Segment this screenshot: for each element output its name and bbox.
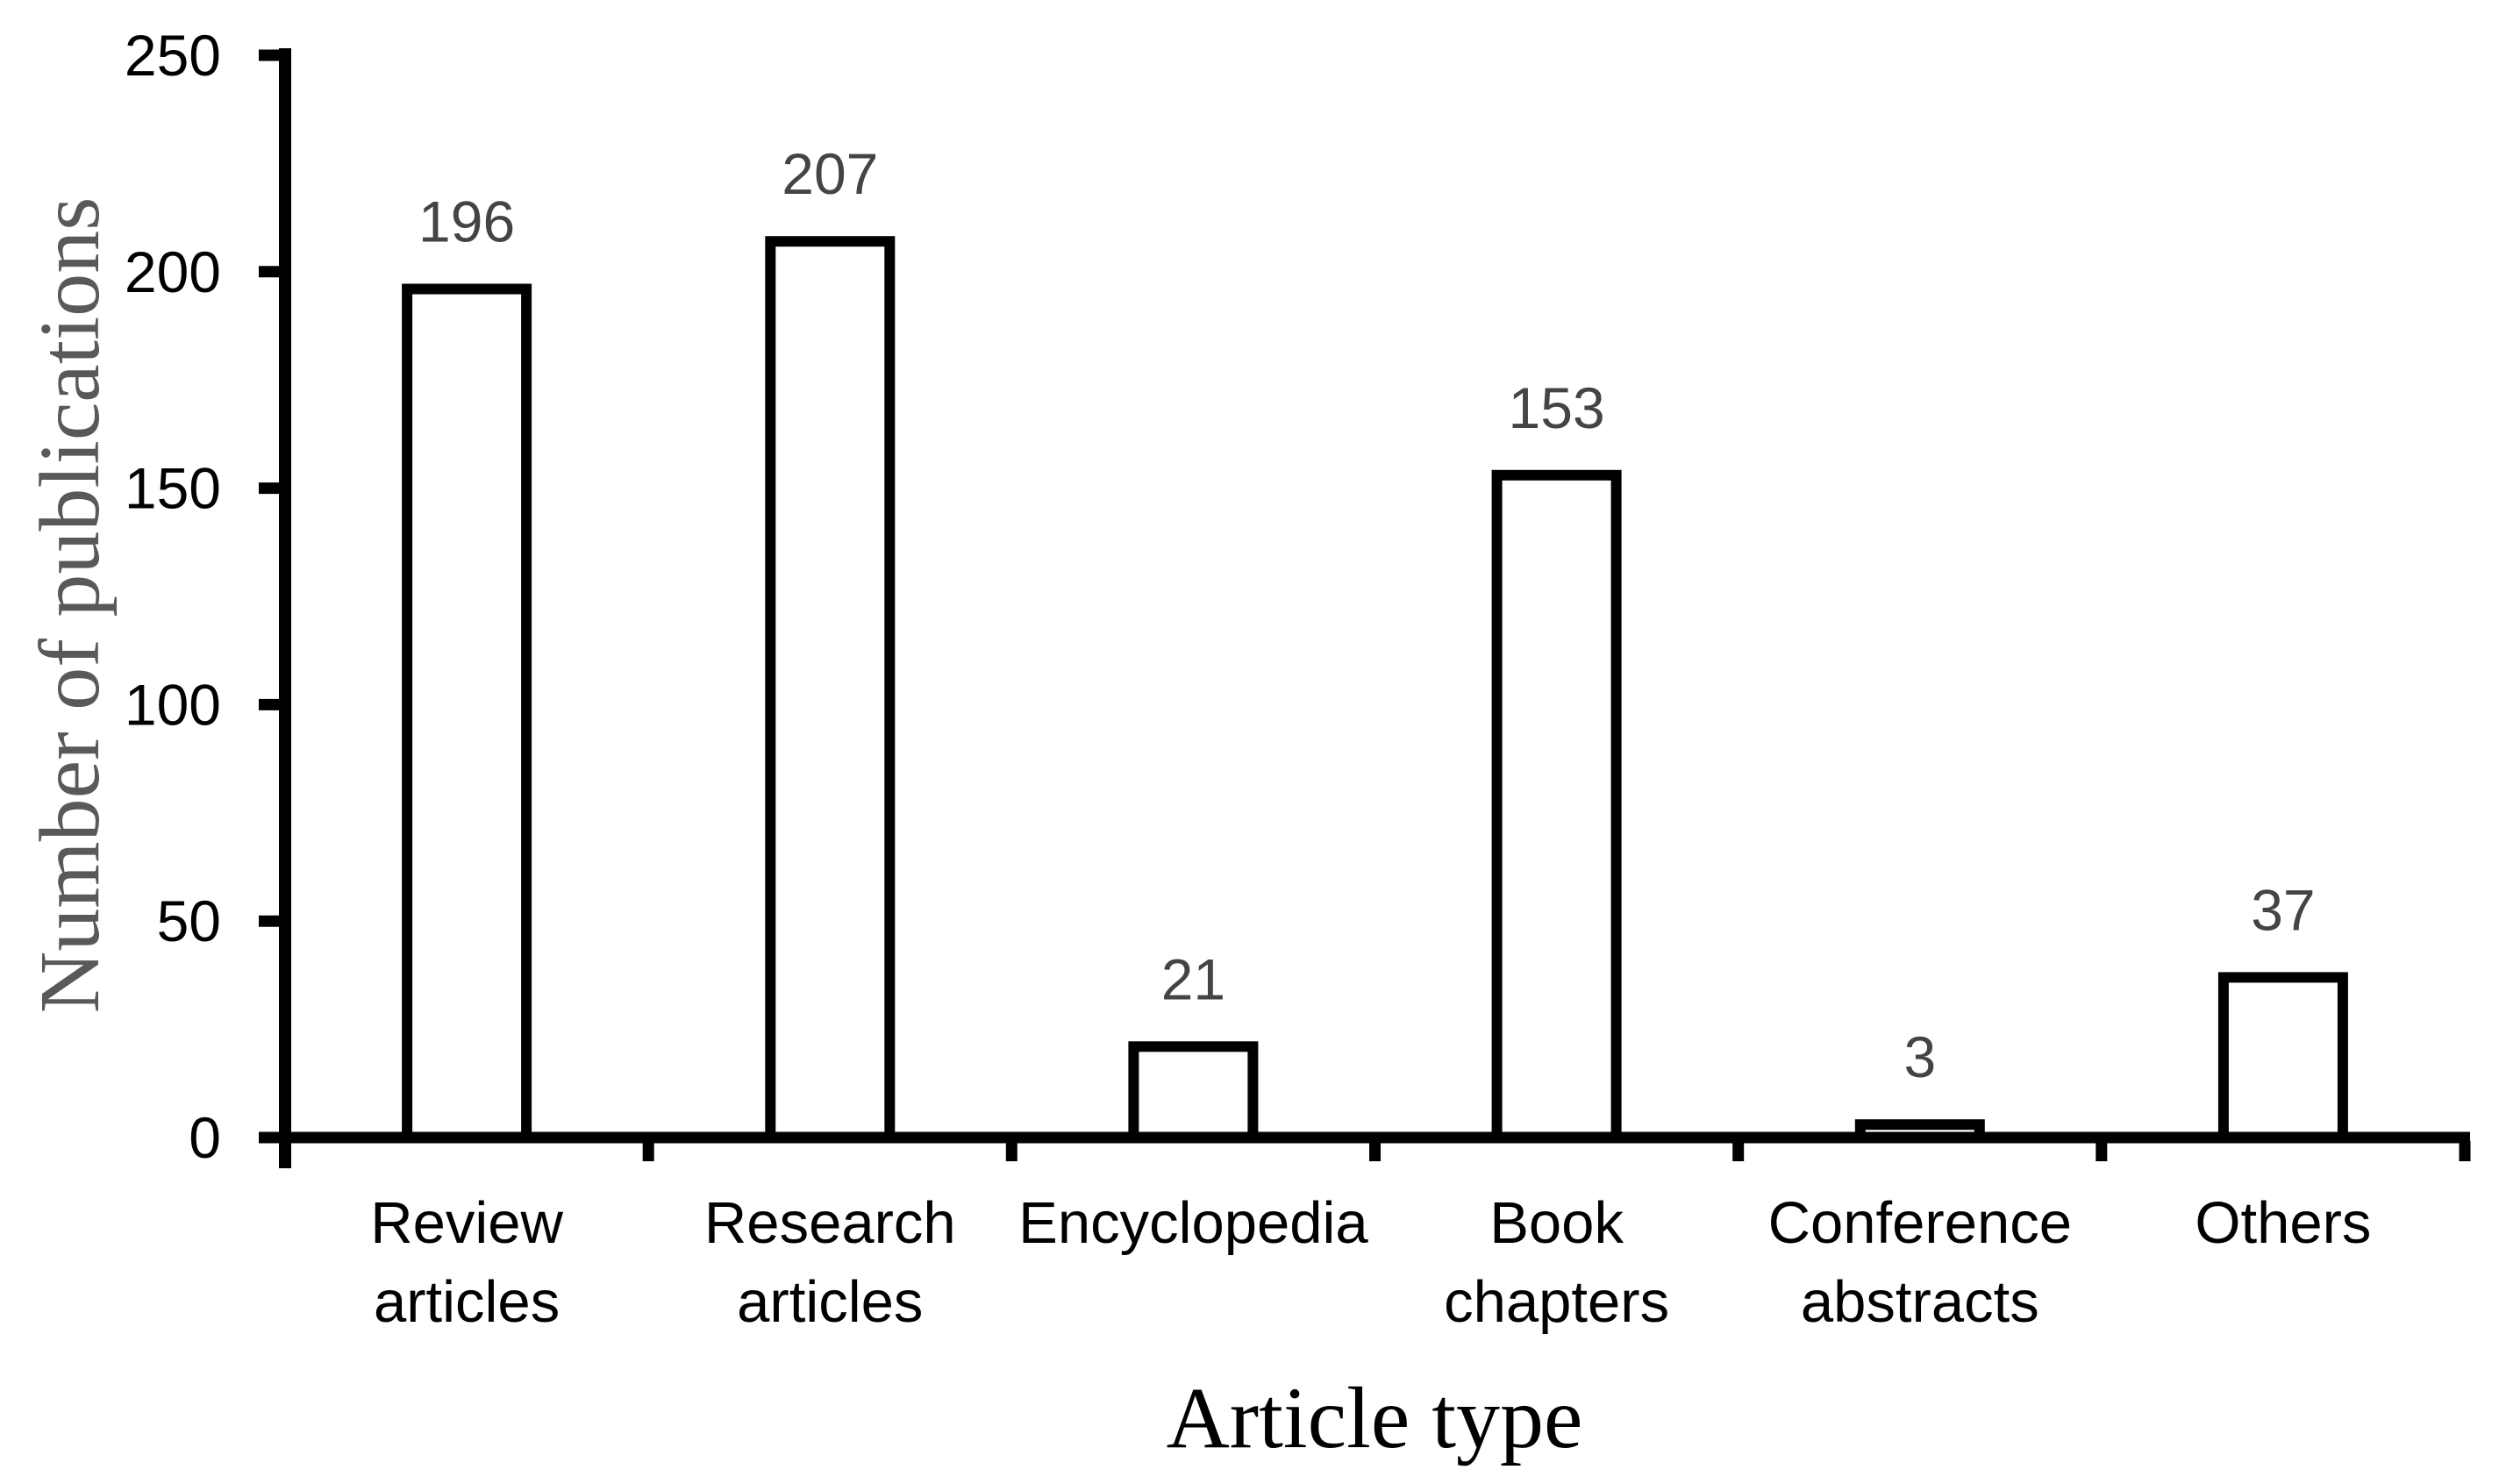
category-label-conference-abstracts-line2: abstracts <box>1801 1269 2039 1335</box>
value-label-book-chapters: 153 <box>1509 375 1605 440</box>
y-tick-label-0: 0 <box>189 1105 221 1170</box>
y-tick-label-150: 150 <box>125 456 221 521</box>
category-label-research-articles-line2: articles <box>737 1269 923 1335</box>
value-label-encyclopedia: 21 <box>1161 946 1225 1011</box>
bar-review-articles <box>402 283 532 1143</box>
category-label-review-articles-line1: Review <box>370 1190 563 1256</box>
value-label-research-articles: 207 <box>782 141 878 206</box>
bar-encyclopedia <box>1128 1041 1259 1144</box>
x-axis-title: Article type <box>1167 1369 1583 1466</box>
y-tick-label-200: 200 <box>125 239 221 304</box>
category-label-research-articles-line1: Research <box>704 1190 956 1256</box>
category-label-conference-abstracts-line1: Conference <box>1768 1190 2072 1256</box>
category-label-encyclopedia: Encyclopedia <box>1018 1190 1368 1256</box>
bar-book-chapters <box>1491 469 1622 1143</box>
y-tick-label-250: 250 <box>125 23 221 88</box>
category-label-review-articles-line2: articles <box>374 1269 560 1335</box>
bars-layer <box>402 236 2348 1144</box>
bar-research-articles <box>765 236 896 1143</box>
category-label-book-chapters-line2: chapters <box>1444 1269 1669 1335</box>
bar-others <box>2217 972 2348 1144</box>
category-label-book-chapters-line1: Book <box>1489 1190 1624 1256</box>
category-label-others: Others <box>2195 1190 2371 1256</box>
y-tick-label-50: 50 <box>157 888 221 953</box>
value-label-conference-abstracts: 3 <box>1903 1024 1936 1089</box>
labels-layer: 196 Review articles 207 Research articles 21 En… <box>125 23 2372 1335</box>
y-tick-label-100: 100 <box>125 672 221 737</box>
axes-layer <box>259 48 2471 1168</box>
value-label-others: 37 <box>2251 877 2315 942</box>
y-axis-title: Number of publications <box>23 197 118 1014</box>
value-label-review-articles: 196 <box>418 189 515 254</box>
